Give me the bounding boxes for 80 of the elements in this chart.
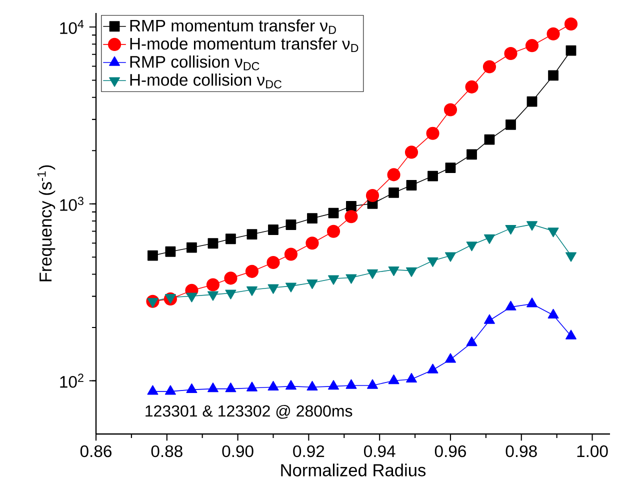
- point: [548, 308, 559, 318]
- point: [427, 364, 438, 374]
- x-tick-label: 0.90: [222, 445, 254, 458]
- point: [465, 80, 478, 94]
- point: [466, 149, 477, 160]
- point: [484, 134, 495, 145]
- point: [186, 242, 197, 253]
- point: [245, 264, 259, 278]
- point: [366, 188, 380, 202]
- point: [388, 188, 399, 198]
- point: [344, 210, 358, 224]
- point: [404, 146, 418, 159]
- point: [546, 27, 560, 40]
- point: [208, 382, 218, 392]
- point: [564, 17, 578, 31]
- x-tick-label: 0.94: [364, 445, 396, 458]
- legend-label: H-mode momentum transfer ν$_{D}$: [130, 37, 358, 52]
- y-axis-title: Frequency (s$^{-1}$): [37, 165, 56, 282]
- point: [548, 70, 558, 81]
- point: [186, 383, 198, 394]
- point: [505, 300, 516, 310]
- annotation: 123301 & 123302 @ 2800ms: [146, 404, 352, 419]
- x-axis-title: Normalized Radius: [281, 464, 426, 476]
- point: [225, 382, 236, 392]
- point: [504, 46, 518, 60]
- point: [326, 224, 340, 238]
- point: [284, 248, 298, 261]
- point: [306, 380, 318, 390]
- point: [482, 60, 496, 74]
- x-tick-label: 1.00: [577, 445, 608, 458]
- y-tick-label: 10$^{2}$: [60, 374, 84, 388]
- point: [328, 380, 339, 390]
- x-tick-label: 0.86: [80, 445, 112, 458]
- y-tick-label: 10$^{4}$: [60, 20, 84, 34]
- point: [566, 330, 576, 340]
- point: [406, 372, 417, 383]
- point: [387, 168, 400, 182]
- point: [367, 379, 378, 389]
- x-tick-label: 0.92: [293, 445, 324, 458]
- point: [328, 208, 339, 218]
- point: [466, 336, 478, 346]
- point: [445, 162, 456, 173]
- point: [147, 385, 158, 395]
- x-tick-label: 0.98: [506, 445, 537, 458]
- point: [268, 224, 278, 235]
- point: [426, 126, 440, 140]
- point: [268, 380, 279, 390]
- point: [286, 220, 296, 230]
- point: [526, 298, 538, 308]
- point: [208, 238, 218, 249]
- point: [526, 96, 538, 107]
- point: [246, 229, 258, 240]
- point: [525, 39, 539, 52]
- point: [506, 119, 516, 130]
- point: [224, 272, 238, 285]
- point: [148, 250, 158, 261]
- y-tick-label: 10$^{3}$: [60, 196, 84, 211]
- point: [165, 246, 176, 257]
- point: [445, 353, 456, 363]
- point: [226, 234, 236, 244]
- point: [307, 213, 318, 224]
- point: [444, 103, 458, 116]
- point: [428, 170, 438, 182]
- point: [346, 201, 356, 212]
- x-tick-label: 0.88: [151, 445, 182, 458]
- point: [206, 278, 220, 292]
- point: [164, 385, 176, 395]
- point: [566, 45, 576, 56]
- point: [346, 379, 357, 389]
- point: [285, 380, 296, 390]
- legend-label: RMP momentum transfer ν$_{D}$: [130, 19, 336, 34]
- x-tick-label: 0.96: [434, 445, 466, 458]
- point: [388, 374, 400, 384]
- legend-label: RMP collision ν$_{DC}$: [130, 55, 260, 70]
- legend-label: H-mode collision ν$_{DC}$: [130, 74, 282, 88]
- point: [406, 180, 417, 190]
- point: [246, 382, 258, 392]
- point: [306, 236, 319, 250]
- point: [266, 256, 280, 270]
- point: [484, 314, 495, 324]
